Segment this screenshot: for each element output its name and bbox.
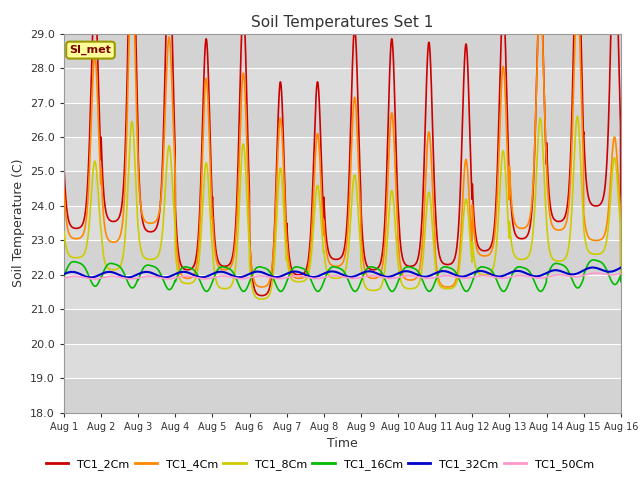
Bar: [64, 103, 621, 137]
Bar: [64, 171, 621, 206]
X-axis label: Time: Time: [327, 437, 358, 450]
Bar: [64, 206, 621, 240]
Bar: [64, 378, 621, 413]
Title: Soil Temperatures Set 1: Soil Temperatures Set 1: [252, 15, 433, 30]
Bar: [64, 344, 621, 378]
Bar: [64, 34, 621, 68]
Text: SI_met: SI_met: [70, 45, 111, 55]
Bar: [64, 240, 621, 275]
Bar: [64, 275, 621, 310]
Legend: TC1_2Cm, TC1_4Cm, TC1_8Cm, TC1_16Cm, TC1_32Cm, TC1_50Cm: TC1_2Cm, TC1_4Cm, TC1_8Cm, TC1_16Cm, TC1…: [41, 455, 599, 474]
Y-axis label: Soil Temperature (C): Soil Temperature (C): [12, 159, 24, 288]
Bar: [64, 137, 621, 171]
Bar: [64, 68, 621, 103]
Bar: [64, 310, 621, 344]
